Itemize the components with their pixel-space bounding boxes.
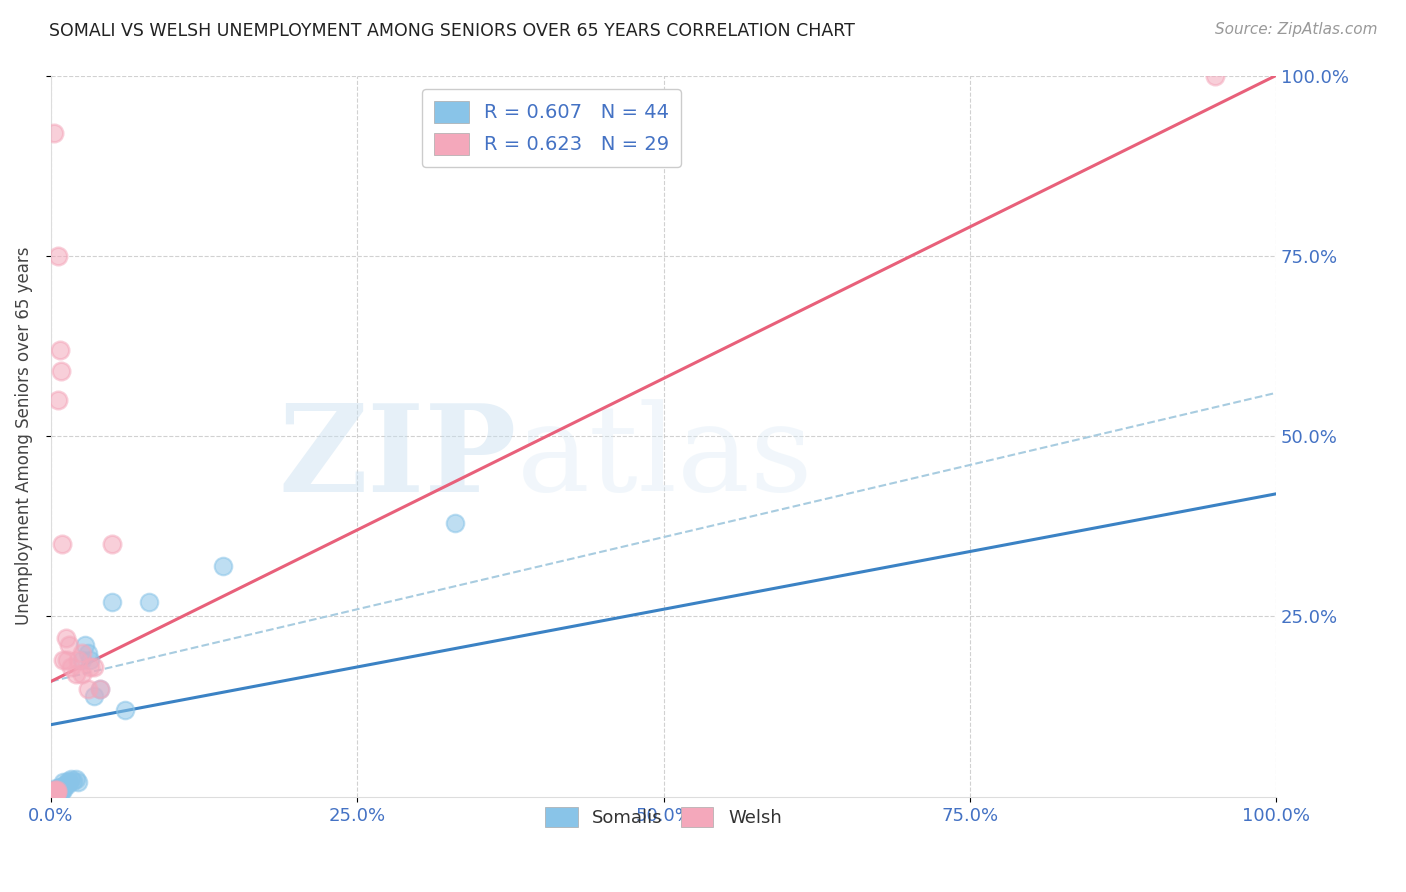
Point [51,780,73,794]
Point [41,784,63,798]
Point [79,660,101,674]
Point [42,787,65,801]
Point [101,595,124,609]
Point [48,393,70,408]
Point [62,773,84,788]
Point [49,785,72,799]
Point [44,783,66,797]
Point [44,788,66,802]
Point [65,667,87,681]
Point [76,681,98,696]
Point [44,783,66,797]
Point [48,780,70,795]
Point [49,781,72,796]
Text: ZIP: ZIP [278,399,516,516]
Point [66,653,89,667]
Point [83,689,105,703]
Point [42,788,65,802]
Point [58,773,80,788]
Point [41,786,63,800]
Point [42,782,65,797]
Point [45,784,67,798]
Point [58,638,80,652]
Point [76,646,98,660]
Y-axis label: Unemployment Among Seniors over 65 years: Unemployment Among Seniors over 65 years [15,247,32,625]
Text: SOMALI VS WELSH UNEMPLOYMENT AMONG SENIORS OVER 65 YEARS CORRELATION CHART: SOMALI VS WELSH UNEMPLOYMENT AMONG SENIO… [49,22,855,40]
Point [59,660,82,674]
Point [55,777,77,791]
Point [59,772,82,786]
Point [52,779,75,793]
Point [114,703,136,717]
Point [75,638,97,652]
Point [48,249,70,263]
Point [48,343,70,357]
Text: atlas: atlas [516,400,813,516]
Point [65,772,87,786]
Point [45,784,67,798]
Point [55,631,77,645]
Point [42,785,65,799]
Point [79,653,101,667]
Point [70,667,93,681]
Point [42,126,65,140]
Point [101,537,124,551]
Point [52,782,75,797]
Point [44,786,66,800]
Point [89,681,111,696]
Point [46,782,69,797]
Point [1204,69,1226,83]
Point [58,775,80,789]
Point [46,781,69,796]
Point [45,787,67,801]
Point [211,559,233,574]
Legend: Somalis, Welsh: Somalis, Welsh [538,799,789,835]
Text: Source: ZipAtlas.com: Source: ZipAtlas.com [1215,22,1378,37]
Point [83,660,105,674]
Point [48,782,70,797]
Point [51,783,73,797]
Point [41,784,63,798]
Point [44,785,66,799]
Point [138,595,160,609]
Point [46,787,69,801]
Point [52,775,75,789]
Point [66,775,89,789]
Point [46,785,69,799]
Point [46,785,69,799]
Point [56,778,79,792]
Point [56,653,79,667]
Point [52,653,75,667]
Point [49,364,72,378]
Point [48,784,70,798]
Point [70,653,93,667]
Point [45,781,67,796]
Point [51,537,73,551]
Point [41,786,63,800]
Point [70,646,93,660]
Point [89,681,111,696]
Point [42,785,65,799]
Point [45,786,67,800]
Point [444,516,467,530]
Point [48,785,70,799]
